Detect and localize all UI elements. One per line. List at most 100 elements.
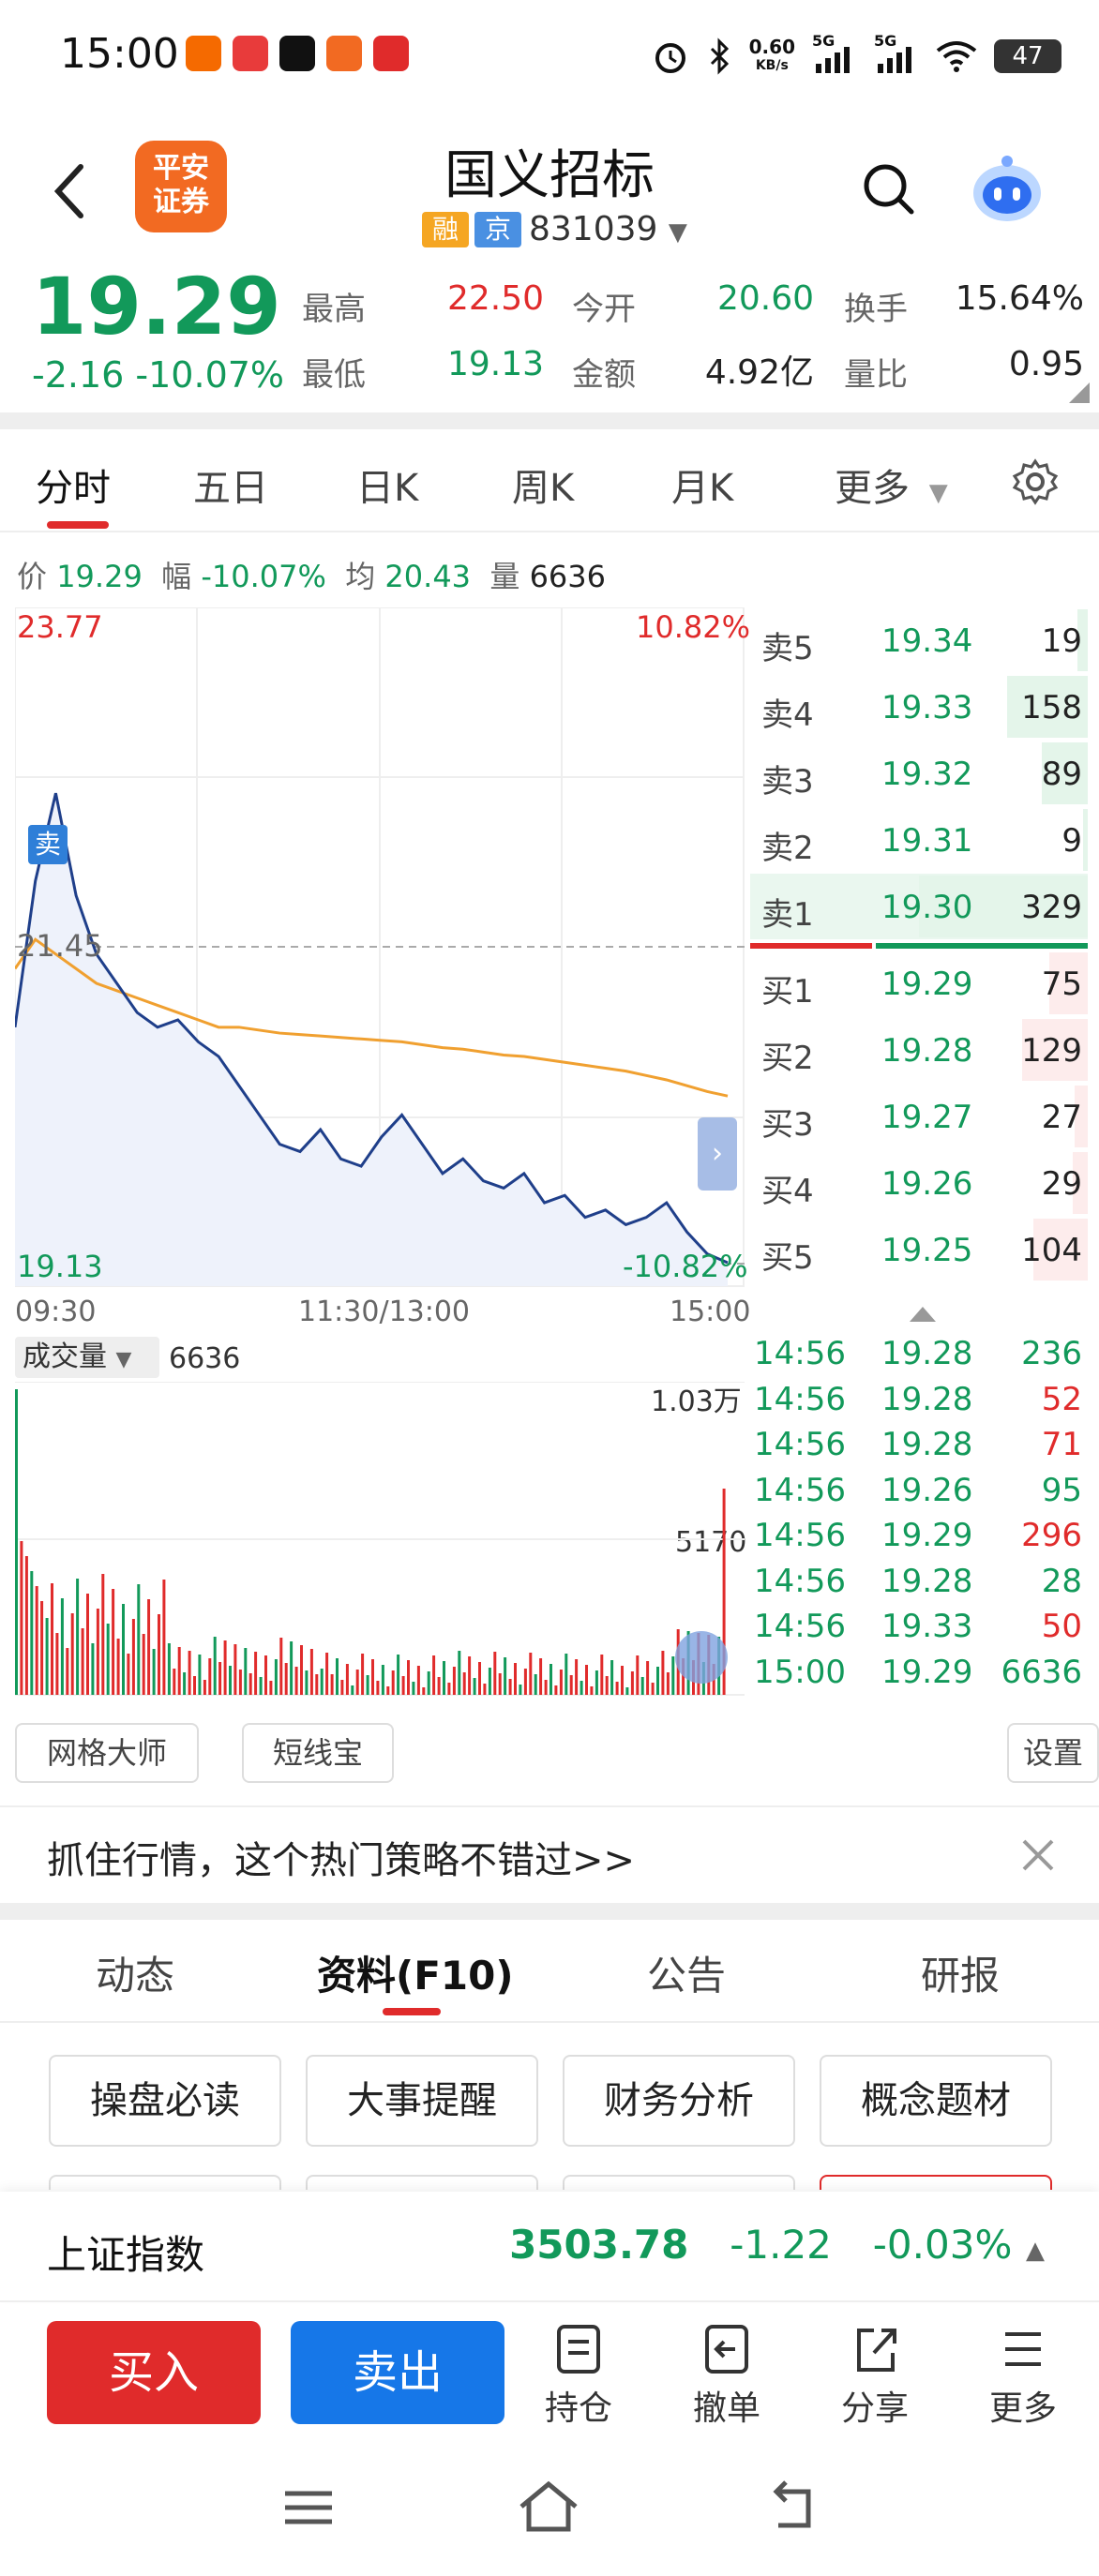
holdings-button[interactable]: 持仓 xyxy=(527,2323,630,2430)
fullscreen-toggle-icon[interactable] xyxy=(675,1631,728,1684)
bid-row[interactable]: 买2 19.28 129 xyxy=(750,1017,1088,1083)
volume-bar xyxy=(101,1574,105,1695)
volume-bar xyxy=(605,1676,609,1695)
battery-icon: 47 xyxy=(994,39,1061,73)
back-arrow-icon[interactable] xyxy=(43,157,99,225)
bid-row[interactable]: 买1 19.29 75 xyxy=(750,951,1088,1016)
home-icon[interactable] xyxy=(516,2475,581,2540)
tab-announcements[interactable]: 公告 xyxy=(647,1953,727,1999)
volume-bar xyxy=(381,1665,384,1695)
grid-master-button[interactable]: 网格大师 xyxy=(15,1723,199,1783)
alarm-icon xyxy=(655,43,685,73)
share-button[interactable]: 分享 xyxy=(823,2323,926,2430)
volume-bar xyxy=(96,1609,99,1695)
ask-row[interactable]: 卖2 19.31 9 xyxy=(750,807,1088,873)
stock-code[interactable]: 831039 ▼ xyxy=(529,210,687,248)
active-section-indicator xyxy=(383,2008,441,2015)
volume-bar xyxy=(397,1655,400,1695)
tab-research[interactable]: 研报 xyxy=(921,1953,1001,1999)
buy-button[interactable]: 买入 xyxy=(47,2321,261,2424)
settings-gear-icon[interactable] xyxy=(1011,457,1060,506)
volume-bar xyxy=(259,1677,263,1695)
ask-row[interactable]: 卖5 19.34 19 xyxy=(750,607,1088,673)
cancel-order-button[interactable]: 撤单 xyxy=(675,2323,778,2430)
expand-corner-icon[interactable] xyxy=(1069,382,1090,403)
tab-five-day[interactable]: 五日 xyxy=(193,467,268,510)
volume-bar xyxy=(595,1670,598,1695)
sell-button[interactable]: 卖出 xyxy=(291,2321,504,2424)
volume-bar xyxy=(223,1640,227,1695)
chart-bottom-pct: -10.82% xyxy=(623,1249,748,1284)
trade-row: 14:56 19.33 50 xyxy=(750,1606,1088,1651)
menu-icon[interactable] xyxy=(276,2475,341,2540)
trade-row: 15:00 19.29 6636 xyxy=(750,1652,1088,1697)
f10-events-button[interactable]: 大事提醒 xyxy=(306,2055,538,2147)
ask-row[interactable]: 卖1 19.30 329 xyxy=(750,874,1088,939)
volume-value: 6636 xyxy=(169,1342,241,1375)
sell-signal-marker[interactable]: 卖 xyxy=(28,825,68,864)
back-icon[interactable] xyxy=(760,2475,825,2540)
tab-news[interactable]: 动态 xyxy=(96,1953,175,1999)
trade-volume: 296 xyxy=(1021,1517,1082,1554)
volume-bar xyxy=(55,1633,59,1695)
tab-monthly-k[interactable]: 月K xyxy=(671,467,734,510)
ask-row[interactable]: 卖4 19.33 158 xyxy=(750,674,1088,740)
bid-row[interactable]: 买4 19.26 29 xyxy=(750,1150,1088,1216)
volume-bar xyxy=(630,1671,634,1695)
net-speed: 0.60 xyxy=(748,36,795,58)
tools-settings-button[interactable]: 设置 xyxy=(1007,1723,1099,1783)
f10-financial-button[interactable]: 财务分析 xyxy=(563,2055,795,2147)
volume-bar xyxy=(722,1489,726,1695)
volume-bar xyxy=(325,1653,329,1695)
volume-bar xyxy=(213,1637,217,1695)
more-button[interactable]: 更多 xyxy=(971,2323,1075,2430)
volume-bar xyxy=(218,1662,222,1695)
promo-banner[interactable]: 抓住行情，这个热门策略不错过>> xyxy=(47,1839,636,1882)
depth-bar xyxy=(1049,952,1088,1014)
ask-row[interactable]: 卖3 19.32 89 xyxy=(750,741,1088,806)
bid-row[interactable]: 买5 19.25 104 xyxy=(750,1217,1088,1282)
trade-row: 14:56 19.26 95 xyxy=(750,1470,1088,1515)
bid-row[interactable]: 买3 19.27 27 xyxy=(750,1084,1088,1149)
short-line-button[interactable]: 短线宝 xyxy=(242,1723,394,1783)
volume-bar xyxy=(24,1556,28,1695)
low-label: 最低 xyxy=(302,356,366,394)
exchange-tag: 京 xyxy=(474,212,521,247)
close-icon[interactable] xyxy=(1020,1837,1056,1873)
robot-assistant-icon[interactable] xyxy=(966,148,1048,231)
tab-intraday[interactable]: 分时 xyxy=(36,467,111,510)
f10-concepts-button[interactable]: 概念题材 xyxy=(820,2055,1052,2147)
f10-button-partial xyxy=(820,2175,1052,2190)
trade-row: 14:56 19.28 71 xyxy=(750,1424,1088,1469)
level-volume: 19 xyxy=(1041,622,1082,660)
depth-bar xyxy=(1022,1019,1088,1081)
expand-panel-arrow-icon[interactable]: › xyxy=(698,1117,737,1191)
volume-bar xyxy=(305,1670,309,1695)
volume-bar xyxy=(416,1666,420,1695)
tab-daily-k[interactable]: 日K xyxy=(356,467,419,510)
level-label: 卖1 xyxy=(761,896,814,934)
trade-price: 19.29 xyxy=(881,1517,973,1554)
tab-weekly-k[interactable]: 周K xyxy=(512,467,575,510)
volume-indicator-select[interactable]: 成交量 ▼ xyxy=(15,1337,159,1378)
depth-bar xyxy=(1075,1086,1088,1147)
chart-top-price: 23.77 xyxy=(17,609,103,645)
amount-value: 4.92亿 xyxy=(704,353,814,392)
f10-trading-must-read-button[interactable]: 操盘必读 xyxy=(49,2055,281,2147)
volume-bar xyxy=(523,1669,527,1695)
volume-bar xyxy=(173,1669,176,1695)
volume-bar xyxy=(462,1672,466,1695)
volume-bar xyxy=(483,1684,487,1695)
volume-bar xyxy=(615,1682,619,1695)
level-volume: 29 xyxy=(1041,1165,1082,1203)
tab-more[interactable]: 更多 ▼ xyxy=(835,467,948,510)
volume-bar xyxy=(371,1659,374,1695)
collapse-up-icon[interactable] xyxy=(910,1303,936,1322)
search-icon[interactable] xyxy=(859,159,919,219)
price-area-fill xyxy=(15,793,728,1286)
time-end: 15:00 xyxy=(670,1295,751,1328)
volume-bar xyxy=(158,1614,160,1695)
index-bar[interactable] xyxy=(0,2192,1099,2300)
margin-tag: 融 xyxy=(422,212,469,247)
tab-f10[interactable]: 资料(F10) xyxy=(317,1953,514,1999)
